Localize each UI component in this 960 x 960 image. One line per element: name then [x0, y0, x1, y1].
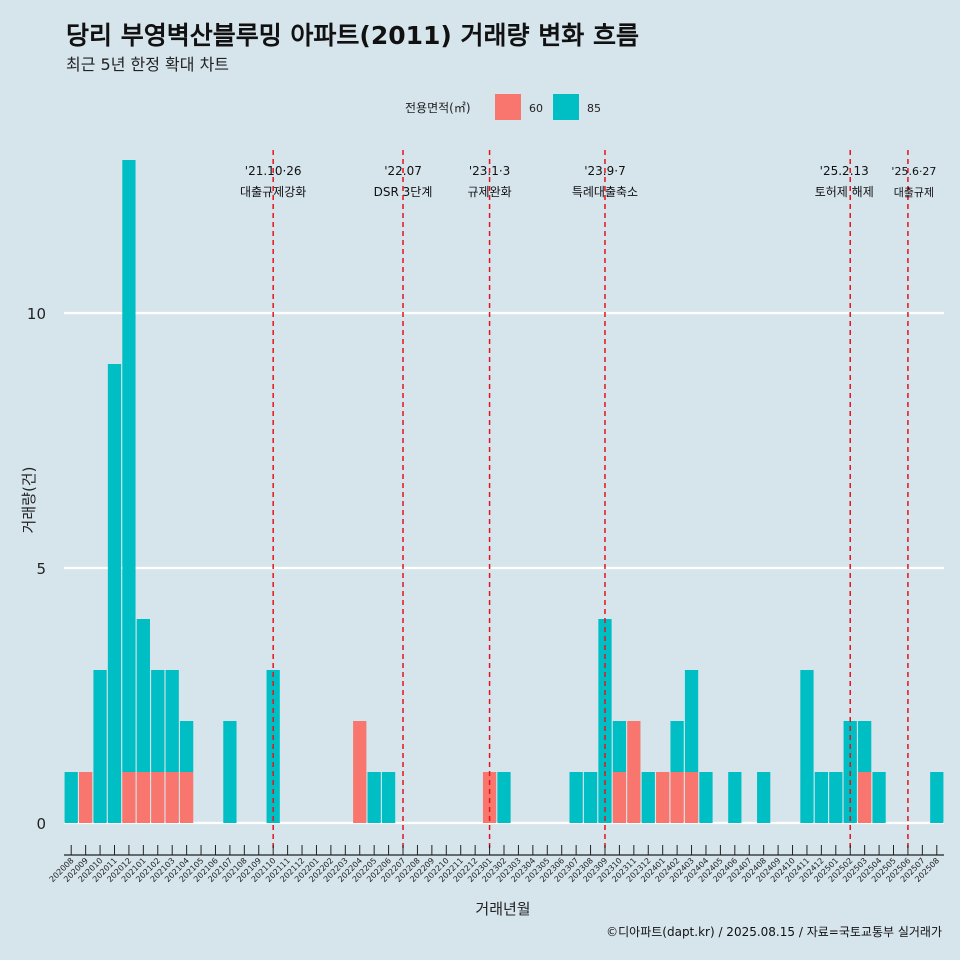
- bar-85-202508: [930, 772, 944, 823]
- bar-85-202102: [151, 670, 165, 772]
- x-axis-title: 거래년월: [475, 900, 530, 918]
- chart-caption: ©디아파트(dapt.kr) / 2025.08.15 / 자료=국토교통부 실…: [606, 925, 942, 939]
- event-label: 규제완화: [467, 185, 511, 199]
- bar-85-202312: [641, 772, 655, 823]
- bar-85-202011: [107, 364, 122, 823]
- bar-60-202401: [656, 772, 670, 823]
- bar-85-202104: [179, 721, 194, 772]
- bar-85-202010: [93, 670, 107, 823]
- bar-85-202101: [136, 619, 150, 772]
- bar-85-202103: [165, 670, 179, 772]
- chart-subtitle: 최근 5년 한정 확대 차트: [66, 55, 229, 74]
- bar-85-202501: [829, 772, 843, 823]
- y-axis-ticks: 0 5 10: [27, 305, 46, 833]
- event-markers: '21.10·26 대출규제강화 '22.07 DSR 3단계 '23.1·3 규제완화 '…: [240, 150, 936, 852]
- bar-60-202301: [482, 772, 497, 823]
- legend: 전용면적(㎡) 60 85: [405, 94, 601, 120]
- bar-85-202107: [223, 721, 237, 823]
- bar-85-202008: [64, 772, 78, 823]
- event-label: DSR 3단계: [374, 185, 433, 199]
- bar-60-202103: [165, 772, 179, 823]
- bar-85-202504: [872, 772, 886, 823]
- event-label: 대출규제: [894, 186, 934, 199]
- bar-85-202408: [757, 772, 771, 823]
- bar-85-202411: [800, 670, 814, 823]
- bar-60-202009: [79, 772, 93, 823]
- bar-60-202311: [627, 721, 641, 823]
- bar-60-202403: [684, 772, 699, 823]
- bar-85-202406: [728, 772, 742, 823]
- legend-title: 전용면적(㎡): [405, 101, 471, 115]
- event-date: '22.07: [384, 164, 422, 178]
- bar-85-202308: [583, 772, 598, 823]
- bar-85-202403: [684, 670, 699, 772]
- event-label: 특례대출축소: [572, 185, 638, 199]
- event-label: 토허제 해제: [815, 185, 874, 199]
- bar-85-202404: [699, 772, 713, 823]
- bar-60-202204: [353, 721, 367, 823]
- bar-85-202302: [497, 772, 511, 823]
- event-label: 대출규제강화: [240, 185, 306, 199]
- legend-label-60: 60: [529, 102, 543, 115]
- event-date: '23.1·3: [469, 164, 510, 178]
- y-axis-title: 거래량(건): [20, 467, 38, 534]
- event-date: '25.2.13: [820, 164, 869, 178]
- bar-60-202101: [136, 772, 150, 823]
- bar-85-202206: [381, 772, 396, 823]
- bar-60-202402: [670, 772, 684, 823]
- y-tick-label: 5: [36, 560, 46, 578]
- bar-60-202503: [858, 772, 872, 823]
- bar-60-202310: [612, 772, 627, 823]
- y-tick-label: 10: [27, 305, 46, 323]
- bar-60-202102: [151, 772, 165, 823]
- event-date: '21.10·26: [245, 164, 302, 178]
- legend-swatch-60: [495, 94, 521, 120]
- bar-85-202205: [367, 772, 381, 823]
- legend-swatch-85: [553, 94, 579, 120]
- bar-60-202104: [179, 772, 194, 823]
- bar-85-202412: [814, 772, 829, 823]
- legend-label-85: 85: [587, 102, 601, 115]
- bar-85-202310: [612, 721, 627, 772]
- bar-60-202012: [122, 772, 136, 823]
- chart-title: 당리 부영벽산블루밍 아파트(2011) 거래량 변화 흐름: [66, 21, 639, 50]
- bar-85-202012: [122, 160, 136, 772]
- y-tick-label: 0: [36, 815, 46, 833]
- event-date: '23.9·7: [584, 164, 625, 178]
- bar-85-202307: [569, 772, 583, 823]
- bar-85-202503: [858, 721, 872, 772]
- bars: [64, 160, 944, 823]
- bar-85-202402: [670, 721, 684, 772]
- event-date: '25.6·27: [891, 165, 936, 178]
